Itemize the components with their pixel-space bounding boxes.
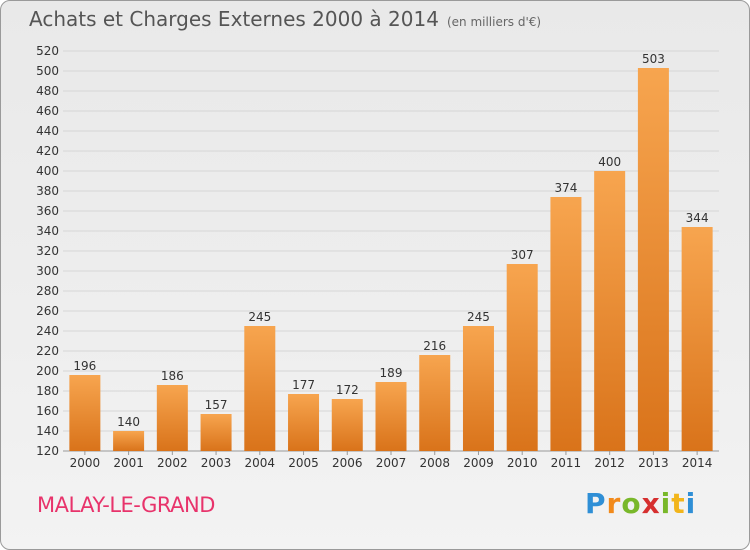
x-tick-label-2014: 2014 [682,456,713,470]
bar-2004 [244,326,276,451]
logo-letter: r [606,487,622,520]
bar-2001 [113,431,145,451]
x-tick-label-2011: 2011 [551,456,582,470]
value-label-2000: 196 [73,359,96,373]
logo-letter: i [660,487,672,520]
y-tick-label: 200 [36,364,59,378]
x-tick-label-2005: 2005 [288,456,319,470]
town-name: MALAY-LE-GRAND [37,493,215,517]
x-tick-label-2009: 2009 [463,456,494,470]
bar-2011 [550,197,582,451]
x-tick-label-2007: 2007 [376,456,407,470]
y-tick-label: 300 [36,264,59,278]
title-unit: (en milliers d'€) [446,15,542,29]
value-label-2002: 186 [161,369,184,383]
y-tick-label: 520 [36,44,59,58]
value-label-2013: 503 [642,52,665,66]
x-tick-label-2010: 2010 [507,456,538,470]
y-tick-label: 280 [36,284,59,298]
bar-2010 [506,264,538,451]
y-axis-ticks: 120 140 160 180 200 220 240 260 280 300 320 340 360 3… [36,44,59,458]
bar-2003 [200,414,232,451]
bar-2009 [462,326,494,451]
value-label-2011: 374 [554,181,577,195]
y-tick-label: 120 [36,444,59,458]
logo-letter: x [641,487,661,520]
bars [69,68,713,451]
logo-letter: P [585,487,607,520]
chart-title: Achats et Charges Externes 2000 à 2014 (e… [29,7,541,31]
y-tick-label: 140 [36,424,59,438]
x-axis-ticks: 2000 2001 2002 2003 2004 2005 2006 2007 2008 2009… [70,451,713,470]
y-tick-label: 420 [36,144,59,158]
bar-2008 [419,355,451,451]
y-tick-label: 480 [36,84,59,98]
value-label-2003: 157 [205,398,228,412]
y-tick-label: 360 [36,204,59,218]
x-tick-label-2004: 2004 [245,456,276,470]
bar-2005 [288,394,320,451]
y-tick-label: 500 [36,64,59,78]
value-label-2006: 172 [336,383,359,397]
bar-2013 [637,68,669,451]
logo-letter: t [671,487,686,520]
y-tick-label: 260 [36,304,59,318]
y-tick-label: 380 [36,184,59,198]
y-tick-label: 340 [36,224,59,238]
value-label-2008: 216 [423,339,446,353]
x-tick-label-2008: 2008 [419,456,450,470]
value-label-2005: 177 [292,378,315,392]
value-label-2009: 245 [467,310,490,324]
x-tick-label-2012: 2012 [594,456,625,470]
logo-letter: o [621,487,642,520]
y-tick-label: 440 [36,124,59,138]
bar-2006 [331,399,363,451]
bar-2000 [69,375,101,451]
bar-2002 [156,385,188,451]
y-tick-label: 400 [36,164,59,178]
value-label-2007: 189 [380,366,403,380]
y-tick-label: 320 [36,244,59,258]
y-tick-label: 180 [36,384,59,398]
proxiti-logo: Proxiti [585,487,696,520]
x-tick-label-2000: 2000 [70,456,101,470]
value-label-2014: 344 [686,211,709,225]
x-tick-label-2006: 2006 [332,456,363,470]
y-tick-label: 220 [36,344,59,358]
value-label-2004: 245 [248,310,271,324]
bar-2012 [594,171,626,451]
value-label-2012: 400 [598,155,621,169]
y-tick-label: 460 [36,104,59,118]
value-labels: 196 140 186 157 245 177 172 189 216 245 307 374 400 5… [73,52,708,429]
x-tick-label-2001: 2001 [113,456,144,470]
bar-2007 [375,382,407,451]
y-tick-label: 160 [36,404,59,418]
x-tick-label-2003: 2003 [201,456,232,470]
x-tick-label-2002: 2002 [157,456,188,470]
value-label-2010: 307 [511,248,534,262]
logo-letter: i [685,487,697,520]
bar-2014 [681,227,713,451]
title-text: Achats et Charges Externes 2000 à 2014 [29,7,439,31]
value-label-2001: 140 [117,415,140,429]
y-tick-label: 240 [36,324,59,338]
x-tick-label-2013: 2013 [638,456,669,470]
